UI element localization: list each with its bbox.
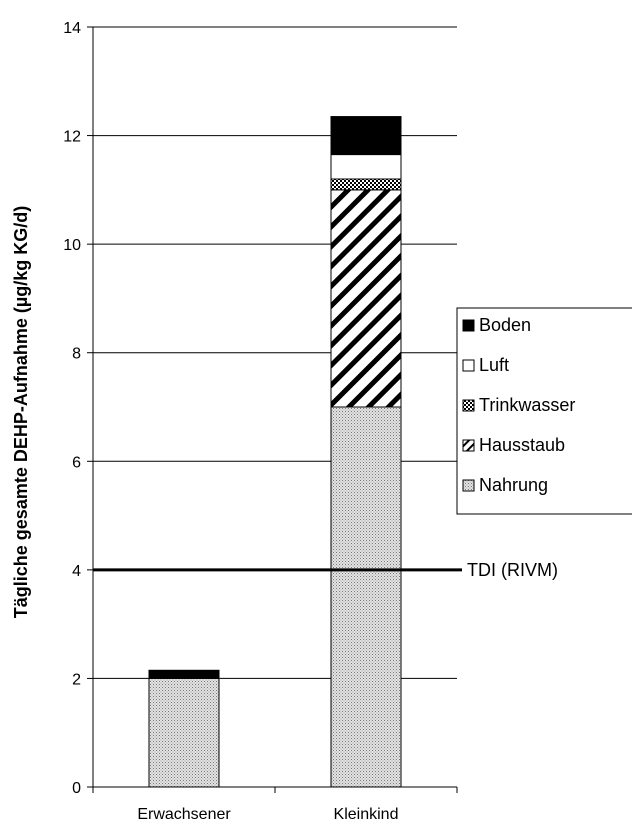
y-tick-label: 4 — [72, 563, 81, 580]
y-tick-label: 2 — [72, 671, 81, 688]
gridlines — [93, 26, 457, 679]
legend-swatch-boden — [462, 319, 475, 332]
bar-segment-luft-kleinkind — [330, 154, 402, 180]
legend-swatch-luft — [462, 359, 475, 372]
legend: Boden Luft Trinkwasser Hausstaub Nahrung — [456, 307, 632, 515]
bar-segment-hausstaub-kleinkind — [330, 189, 402, 408]
legend-swatch-nahrung — [462, 479, 475, 492]
y-tick-label: 14 — [63, 20, 81, 37]
y-tick-label: 6 — [72, 454, 81, 471]
legend-label-boden: Boden — [479, 315, 531, 335]
legend-swatch-hausstaub — [462, 439, 475, 452]
bars — [148, 116, 402, 788]
y-tick-label: 8 — [72, 346, 81, 363]
bar-segment-nahrung-kleinkind — [330, 406, 402, 788]
legend-label-nahrung: Nahrung — [479, 475, 548, 495]
legend-label-trinkwasser: Trinkwasser — [479, 395, 575, 415]
x-tick-label: Kleinkind — [334, 806, 399, 823]
y-tick-label: 12 — [63, 129, 81, 146]
bar-segment-nahrung-erwachsener — [148, 677, 220, 788]
y-tick-label: 10 — [63, 237, 81, 254]
tick-labels: 0 2 4 6 8 10 12 14 Erwachsener Kleinkind — [63, 20, 398, 823]
tdi-reference-label: TDI (RIVM) — [467, 560, 558, 580]
x-tick-label: Erwachsener — [137, 806, 231, 823]
bar-segment-trinkwasser-kleinkind — [330, 178, 402, 191]
bar-segment-boden-kleinkind — [330, 116, 402, 156]
legend-box — [456, 307, 632, 515]
y-axis-title: Tägliche gesamte DEHP-Aufnahme (µg/kg KG… — [11, 206, 31, 618]
reference-line-group: TDI (RIVM) — [93, 560, 558, 580]
legend-swatch-trinkwasser — [462, 399, 475, 412]
y-tick-label: 0 — [72, 780, 81, 797]
legend-label-hausstaub: Hausstaub — [479, 435, 565, 455]
legend-label-luft: Luft — [479, 355, 509, 375]
bar-segment-boden-erwachsener — [148, 669, 220, 679]
